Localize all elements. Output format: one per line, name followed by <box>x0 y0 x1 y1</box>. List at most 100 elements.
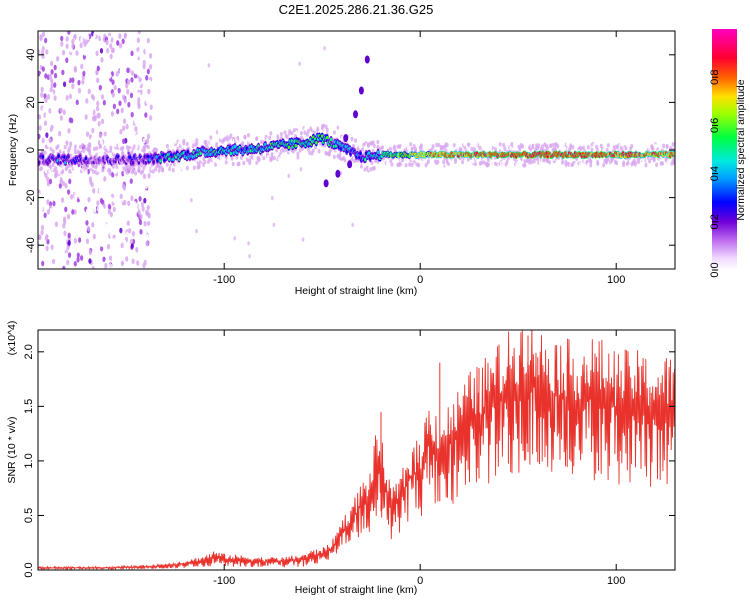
ridge-halo <box>523 159 527 164</box>
noise-speckle <box>39 110 43 116</box>
noise-speckle <box>146 37 150 44</box>
ridge-halo <box>366 143 370 148</box>
colorbar-ticks: 0.0 0.2 0.4 0.6 0.8 <box>709 70 721 278</box>
noise-speckle <box>92 233 96 240</box>
noise-speckle <box>50 82 54 89</box>
ridge-halo <box>179 166 183 171</box>
snr-ylabel: SNR (10 * v/v) <box>6 416 18 483</box>
noise-speckle <box>96 113 100 119</box>
noise-speckle <box>61 69 65 76</box>
noise-speckle <box>79 255 84 261</box>
noise-speckle <box>106 100 110 107</box>
ridge-halo <box>596 161 600 166</box>
sparse-speckle <box>252 42 255 47</box>
noise-speckle <box>123 65 127 72</box>
ridge-core <box>137 161 141 165</box>
noise-speckle <box>91 127 95 134</box>
noise-speckle <box>91 79 96 85</box>
noise-speckle <box>67 128 71 134</box>
snr-x-tick-label: 0 <box>417 575 423 587</box>
ridge-halo <box>204 139 208 145</box>
snr-frame <box>37 329 676 571</box>
ridge-halo <box>426 159 430 164</box>
spectrogram-ylabel: Frequency (Hz) <box>7 114 19 186</box>
ridge-halo <box>451 157 455 163</box>
noise-speckle <box>45 132 49 138</box>
ridge-halo <box>149 143 153 149</box>
noise-speckle <box>70 117 74 124</box>
noise-speckle <box>123 190 127 197</box>
upper-branch-point <box>343 134 349 143</box>
sparse-speckle <box>369 188 373 193</box>
noise-speckle <box>96 100 100 107</box>
ridge-halo <box>385 160 389 166</box>
noise-speckle <box>68 65 72 71</box>
noise-speckle <box>53 82 57 88</box>
noise-speckle <box>85 238 90 245</box>
sparse-speckle <box>236 248 240 253</box>
noise-speckle <box>46 208 51 215</box>
noise-speckle <box>104 69 108 75</box>
noise-speckle <box>122 125 126 132</box>
noise-speckle <box>109 231 113 238</box>
noise-speckle <box>72 102 76 108</box>
noise-speckle <box>96 205 100 212</box>
ridge-halo <box>177 166 181 172</box>
ridge-halo <box>247 133 251 138</box>
ridge-halo <box>109 148 113 153</box>
ridge-halo <box>376 144 380 150</box>
noise-speckle <box>137 101 141 107</box>
ridge-halo <box>172 162 176 167</box>
upper-branch-point <box>358 86 364 95</box>
sparse-speckle <box>256 127 260 132</box>
sparse-speckle <box>304 64 308 70</box>
noise-speckle <box>116 228 121 234</box>
noise-speckle <box>56 232 60 238</box>
ridge-halo <box>622 162 626 168</box>
ridge-halo <box>517 156 521 162</box>
noise-speckle <box>138 204 142 210</box>
ridge-halo <box>430 159 434 164</box>
ridge-halo <box>272 155 276 161</box>
sparse-speckle <box>225 47 228 52</box>
ridge-halo <box>633 162 637 167</box>
noise-speckle <box>136 70 141 76</box>
noise-speckle <box>75 44 79 50</box>
sparse-speckle <box>195 228 198 234</box>
noise-speckle <box>67 252 72 258</box>
sparse-speckle <box>150 110 154 115</box>
noise-speckle <box>50 244 54 250</box>
ridge-halo <box>95 146 99 151</box>
colorbar-tick-label: 0.6 <box>709 118 721 133</box>
ridge-halo <box>482 160 486 165</box>
noise-speckle <box>142 173 147 180</box>
ridge-halo <box>208 163 212 168</box>
noise-speckle <box>96 77 100 84</box>
ridge-halo <box>277 156 281 162</box>
noise-speckle <box>133 183 137 190</box>
noise-speckle <box>78 193 82 200</box>
ridge-halo <box>503 146 507 152</box>
noise-speckle <box>67 31 71 35</box>
noise-speckle <box>40 86 44 93</box>
noise-speckle <box>112 31 116 34</box>
noise-speckle <box>79 42 83 49</box>
sparse-speckle <box>336 200 340 206</box>
noise-speckle <box>70 89 74 95</box>
ridge-halo <box>624 146 628 151</box>
ridge-halo <box>97 164 101 170</box>
noise-speckle <box>115 71 119 77</box>
sparse-speckle <box>262 206 266 212</box>
ridge-halo <box>437 146 441 152</box>
sparse-speckle <box>316 51 320 56</box>
ridge-halo <box>398 144 402 149</box>
noise-speckle <box>119 227 123 234</box>
noise-speckle <box>137 209 141 216</box>
ridge-halo <box>519 163 523 168</box>
ridge-halo <box>204 163 208 169</box>
ridge-halo <box>559 146 563 151</box>
ridge-halo <box>463 141 467 147</box>
noise-speckle <box>40 92 44 98</box>
sparse-speckle <box>173 42 177 47</box>
ridge-halo <box>656 144 660 149</box>
